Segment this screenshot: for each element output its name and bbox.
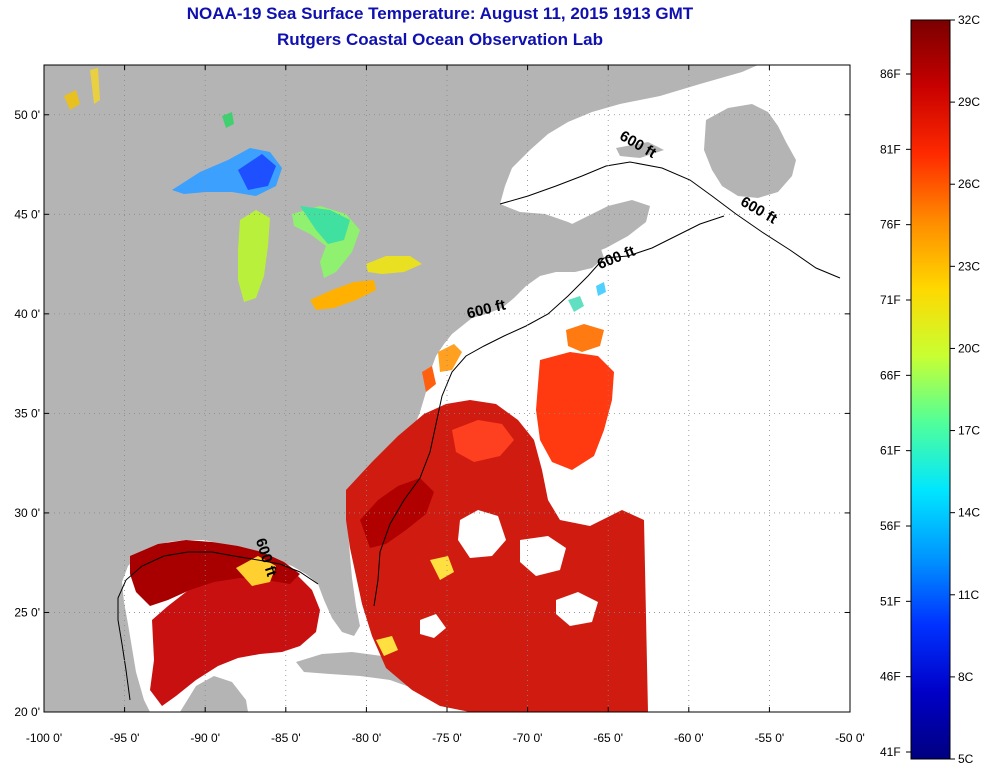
north-america-land — [44, 65, 758, 712]
colorbar-celsius-label: 5C — [958, 752, 974, 766]
colorbar-celsius-label: 11C — [958, 588, 979, 602]
colorbar-fahrenheit-label: 56F — [880, 519, 901, 533]
colorbar-celsius-label: 8C — [958, 670, 974, 684]
ocean-sst-coverage — [130, 282, 648, 712]
yucatan-land — [180, 676, 248, 712]
colorbar-fahrenheit-labels: 86F 81F 76F 71F 66F 61F 56F 51F 46F 41F — [880, 67, 911, 759]
lon-tick-label: -55 0' — [755, 731, 785, 745]
colorbar-fahrenheit-label: 41F — [880, 745, 901, 759]
great-lakes-sst — [64, 68, 422, 310]
colorbar-fahrenheit-label: 66F — [880, 368, 901, 382]
lat-tick-label: 50 0' — [14, 108, 40, 122]
colorbar-fahrenheit-label: 86F — [880, 67, 901, 81]
colorbar-celsius-label: 20C — [958, 341, 980, 355]
lon-tick-label: -75 0' — [432, 731, 462, 745]
lon-tick-label: -90 0' — [190, 731, 220, 745]
newfoundland-land — [704, 104, 796, 198]
map-subtitle: Rutgers Coastal Ocean Observation Lab — [277, 30, 603, 49]
anticosti-land — [616, 142, 664, 158]
lon-tick-label: -85 0' — [271, 731, 301, 745]
lat-tick-label: 30 0' — [14, 506, 40, 520]
lon-tick-label: -95 0' — [110, 731, 140, 745]
colorbar-fahrenheit-label: 51F — [880, 594, 901, 608]
lon-tick-label: -80 0' — [352, 731, 382, 745]
map-title: NOAA-19 Sea Surface Temperature: August … — [186, 4, 694, 23]
colorbar-fahrenheit-label: 46F — [880, 670, 901, 684]
colorbar-celsius-label: 26C — [958, 177, 980, 191]
colorbar-fahrenheit-label: 81F — [880, 142, 901, 156]
colorbar-celsius-labels: 32C 29C 26C 23C 20C 17C 14C 11C 8C 5C — [950, 13, 980, 766]
lon-tick-label: -100 0' — [26, 731, 62, 745]
lat-tick-label: 35 0' — [14, 406, 40, 420]
axis-ticks — [43, 65, 851, 713]
lon-tick-label: -65 0' — [593, 731, 623, 745]
colorbar-fahrenheit-label: 76F — [880, 218, 901, 232]
nova-scotia-land — [560, 200, 650, 256]
colorbar-gradient — [910, 19, 951, 760]
colorbar-celsius-label: 32C — [958, 13, 980, 27]
longitude-axis-labels: -100 0' -95 0' -90 0' -85 0' -80 0' -75 0' -70… — [26, 731, 865, 745]
colorbar-celsius-label: 23C — [958, 259, 980, 273]
colorbar-fahrenheit-label: 61F — [880, 444, 901, 458]
colorbar-celsius-label: 14C — [958, 506, 980, 520]
lon-tick-label: -60 0' — [674, 731, 704, 745]
isobath-600ft-lines — [117, 161, 841, 701]
colorbar-celsius-label: 17C — [958, 424, 980, 438]
temperature-colorbar: 32C 29C 26C 23C 20C 17C 14C 11C 8C 5C 86F 81F 76F 71… — [880, 13, 980, 766]
lat-tick-label: 45 0' — [14, 207, 40, 221]
colorbar-celsius-label: 29C — [958, 95, 980, 109]
lon-tick-label: -70 0' — [513, 731, 543, 745]
lat-tick-label: 20 0' — [14, 705, 40, 719]
lat-tick-label: 25 0' — [14, 605, 40, 619]
colorbar-fahrenheit-label: 71F — [880, 293, 901, 307]
lon-tick-label: -50 0' — [835, 731, 865, 745]
lat-tick-label: 40 0' — [14, 307, 40, 321]
latitude-axis-labels: 20 0' 25 0' 30 0' 35 0' 40 0' 45 0' 50 0' — [14, 108, 40, 719]
